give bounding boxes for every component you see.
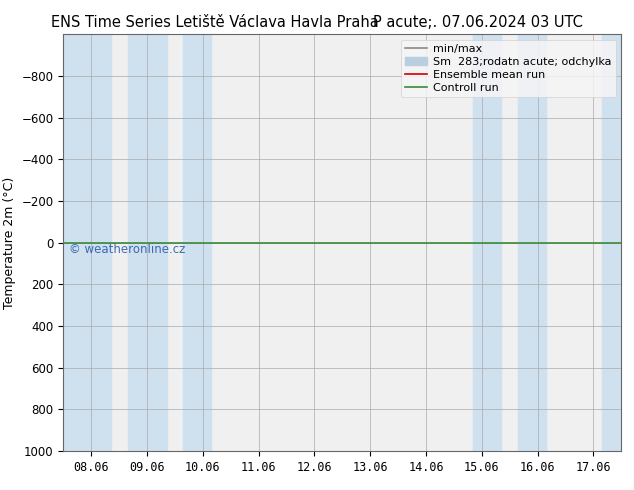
Text: © weatheronline.cz: © weatheronline.cz: [69, 243, 185, 256]
Bar: [127, 34, 167, 451]
Text: ENS Time Series Letiště Václava Havla Praha: ENS Time Series Letiště Václava Havla Pr…: [51, 15, 378, 30]
Bar: [474, 34, 501, 451]
Bar: [183, 34, 211, 451]
Legend: min/max, Sm  283;rodatn acute; odchylka, Ensemble mean run, Controll run: min/max, Sm 283;rodatn acute; odchylka, …: [401, 40, 616, 97]
Bar: [518, 34, 546, 451]
Text: P acute;. 07.06.2024 03 UTC: P acute;. 07.06.2024 03 UTC: [373, 15, 583, 30]
Bar: [602, 34, 621, 451]
Bar: [63, 34, 111, 451]
Y-axis label: Temperature 2m (°C): Temperature 2m (°C): [3, 176, 16, 309]
